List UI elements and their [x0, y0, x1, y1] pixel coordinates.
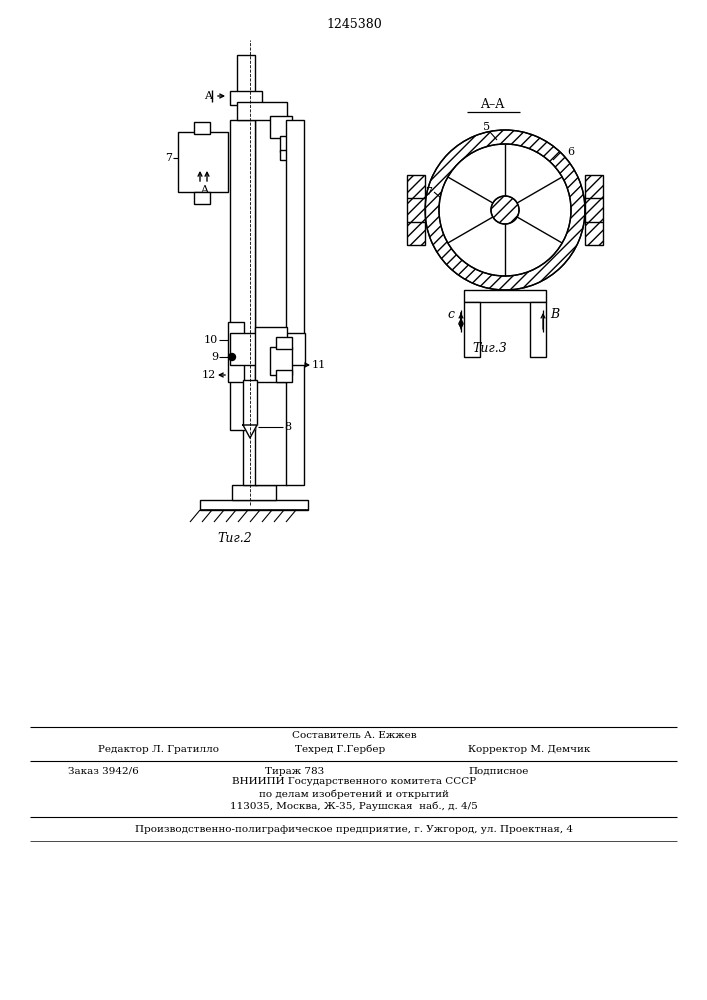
Bar [230, 120, 255, 430]
Text: Производственно-полиграфическое предприятие, г. Ужгород, ул. Проектная, 4: Производственно-полиграфическое предприя… [135, 824, 573, 834]
Text: Корректор М. Демчик: Корректор М. Демчик [468, 744, 590, 754]
Circle shape [491, 196, 519, 224]
Bar [255, 327, 287, 382]
Text: A: A [200, 185, 208, 195]
Bar [194, 192, 210, 204]
Bar [407, 175, 425, 245]
Bar [228, 322, 244, 382]
Text: 1245380: 1245380 [326, 18, 382, 31]
Bar [280, 150, 292, 160]
Text: Заказ 3942/6: Заказ 3942/6 [68, 766, 139, 776]
Polygon shape [243, 425, 257, 438]
Text: A–A: A–A [480, 99, 504, 111]
Bar [464, 302, 480, 357]
Bar [270, 116, 292, 138]
Text: B: B [550, 308, 559, 322]
Text: по делам изобретений и открытий: по делам изобретений и открытий [259, 789, 449, 799]
Bar [464, 290, 546, 302]
Bar [200, 500, 308, 510]
Text: 11: 11 [312, 360, 326, 370]
Text: c: c [447, 308, 454, 322]
Bar [178, 132, 228, 192]
Bar [232, 485, 276, 500]
Bar [237, 55, 255, 95]
Text: 5: 5 [484, 122, 491, 132]
Text: Подписное: Подписное [468, 766, 528, 776]
Text: Τиг.3: Τиг.3 [472, 342, 508, 355]
Bar [194, 122, 210, 134]
Bar [530, 302, 546, 357]
Text: Тираж 783: Тираж 783 [265, 766, 325, 776]
Text: ВНИИПИ Государственного комитета СССР: ВНИИПИ Государственного комитета СССР [232, 778, 476, 786]
Bar [255, 115, 287, 485]
Text: 10: 10 [204, 335, 218, 345]
Text: 7: 7 [425, 187, 432, 197]
Bar [276, 370, 292, 382]
Bar [243, 380, 257, 425]
Text: Техред Г.Гербер: Техред Г.Гербер [295, 744, 385, 754]
Text: Редактор Л. Гратилло: Редактор Л. Гратилло [98, 744, 219, 754]
Bar [585, 175, 603, 245]
Bar [276, 337, 292, 349]
Text: 113035, Москва, Ж-35, Раушская  наб., д. 4/5: 113035, Москва, Ж-35, Раушская наб., д. … [230, 801, 478, 811]
Bar [270, 347, 292, 375]
Bar [286, 120, 304, 485]
Text: 9: 9 [211, 352, 218, 362]
Text: 8: 8 [284, 422, 291, 432]
Text: 12: 12 [201, 370, 216, 380]
Bar [237, 102, 287, 120]
Text: Составитель А. Ежжев: Составитель А. Ежжев [292, 732, 416, 740]
Text: 6: 6 [567, 147, 574, 157]
Text: 7: 7 [165, 153, 172, 163]
Bar [230, 91, 262, 105]
Circle shape [228, 354, 235, 360]
Bar [280, 136, 295, 152]
Bar [230, 333, 305, 365]
Bar [243, 95, 257, 485]
Text: A: A [204, 91, 212, 101]
Text: Τиг.2: Τиг.2 [218, 532, 252, 544]
